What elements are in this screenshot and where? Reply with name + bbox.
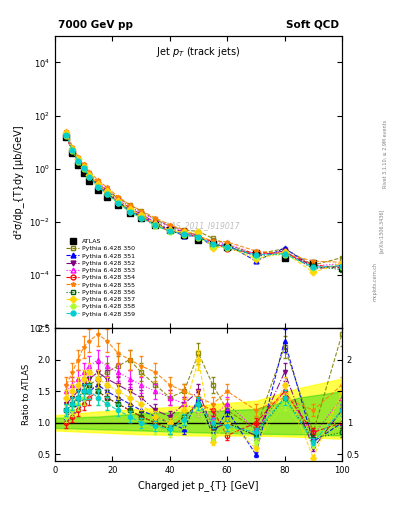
Text: Soft QCD: Soft QCD [286, 20, 339, 30]
Y-axis label: Ratio to ATLAS: Ratio to ATLAS [22, 364, 31, 425]
Text: ATLAS_2011_I919017: ATLAS_2011_I919017 [157, 221, 240, 230]
Text: mcplots.cern.ch: mcplots.cern.ch [373, 262, 378, 301]
Text: Rivet 3.1.10, ≥ 2.9M events: Rivet 3.1.10, ≥ 2.9M events [383, 119, 387, 188]
Y-axis label: d²σ/dp_{T}dy [μb/GeV]: d²σ/dp_{T}dy [μb/GeV] [13, 125, 24, 239]
Text: [arXiv:1306.3436]: [arXiv:1306.3436] [379, 208, 384, 252]
Legend: ATLAS, Pythia 6.428 350, Pythia 6.428 351, Pythia 6.428 352, Pythia 6.428 353, P: ATLAS, Pythia 6.428 350, Pythia 6.428 35… [64, 236, 138, 319]
Text: Jet $p_T$ (track jets): Jet $p_T$ (track jets) [156, 45, 241, 58]
Text: 7000 GeV pp: 7000 GeV pp [58, 20, 133, 30]
X-axis label: Charged jet p_{T} [GeV]: Charged jet p_{T} [GeV] [138, 480, 259, 491]
